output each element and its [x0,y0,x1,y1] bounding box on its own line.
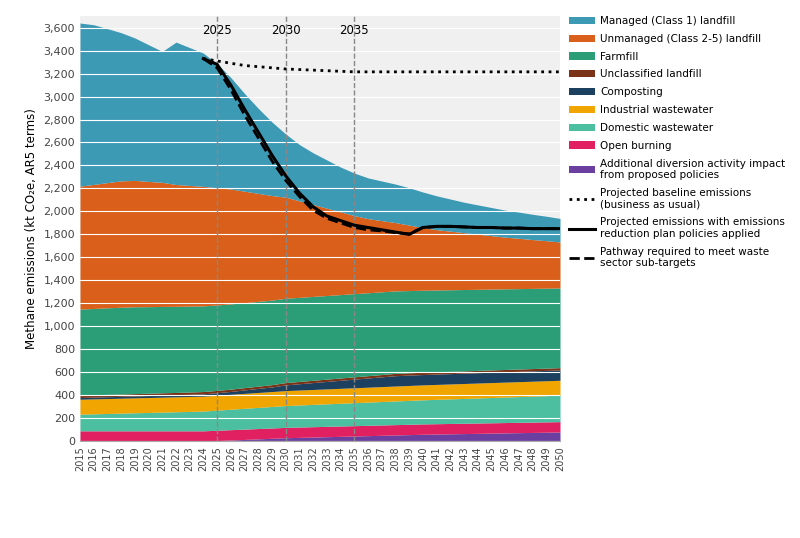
Legend: Managed (Class 1) landfill, Unmanaged (Class 2-5) landfill, Farmfill, Unclassifi: Managed (Class 1) landfill, Unmanaged (C… [565,12,790,273]
Text: 2025: 2025 [202,24,232,37]
Text: 2035: 2035 [339,24,369,37]
Y-axis label: Methane emissions (kt CO₂e, AR5 terms): Methane emissions (kt CO₂e, AR5 terms) [25,108,38,349]
Text: 2030: 2030 [271,24,301,37]
